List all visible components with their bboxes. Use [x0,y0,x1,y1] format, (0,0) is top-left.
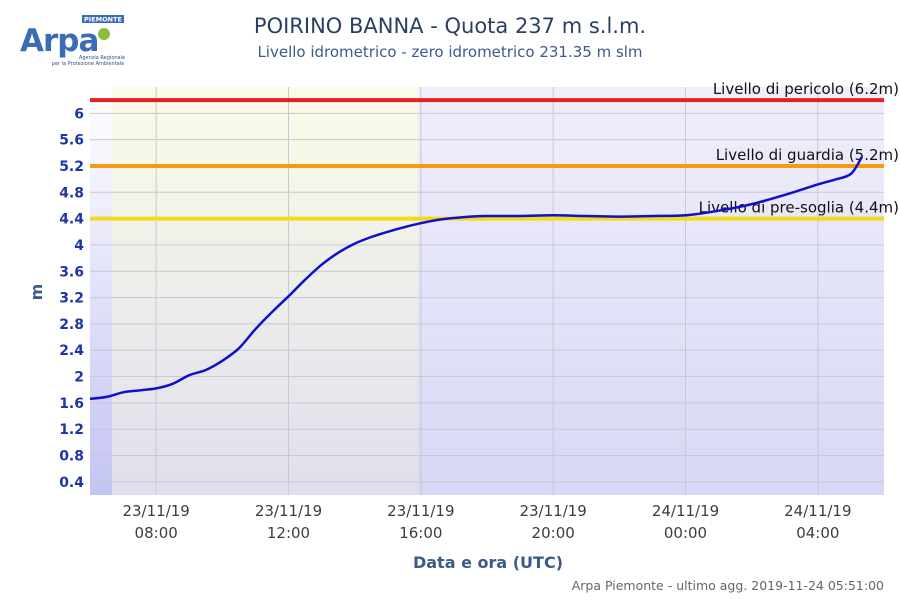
x-tick-date: 24/11/19 [652,502,719,520]
y-tick-label: 2.8 [59,317,84,333]
y-tick-label: 6 [74,106,84,122]
threshold-label: Livello di guardia (5.2m) [716,146,899,164]
logo-region: PIEMONTE [84,16,122,24]
series-line [89,156,863,401]
y-tick-label: 4.8 [59,185,84,201]
x-tick-time: 08:00 [135,524,178,542]
x-axis-ticks: 23/11/19 08:00 23/11/19 12:00 23/11/19 16:00 2… [122,502,851,542]
x-axis-title: Data e ora (UTC) [413,553,563,572]
logo-leaf-icon [98,28,110,40]
x-tick-time: 04:00 [796,524,839,542]
x-tick-date: 23/11/19 [122,502,189,520]
x-tick-date: 23/11/19 [519,502,586,520]
threshold-lines: Livello di pericolo (6.2m) Livello di gua… [90,80,899,221]
threshold-label: Livello di pre-soglia (4.4m) [699,199,899,217]
y-tick-label: 5.2 [59,159,84,175]
footer-update-note: Arpa Piemonte - ultimo agg. 2019-11-24 0… [571,578,884,593]
y-tick-label: 3.2 [59,291,84,307]
y-tick-label: 1.6 [59,396,84,412]
x-tick-date: 23/11/19 [255,502,322,520]
x-tick-time: 20:00 [532,524,575,542]
y-tick-label: 4.4 [59,212,84,228]
arpa-logo: PIEMONTE Arpa Agenzia Regionale per la P… [20,15,125,67]
y-tick-label: 2.4 [59,343,84,359]
series-layer [89,156,863,401]
x-tick-date: 23/11/19 [387,502,454,520]
x-tick-date: 24/11/19 [784,502,851,520]
y-tick-label: 2 [74,370,84,386]
x-tick-time: 16:00 [399,524,442,542]
chart-subtitle: Livello idrometrico - zero idrometrico 2… [257,43,643,61]
gridlines [90,87,884,495]
night-band [418,87,884,495]
y-tick-label: 0.8 [59,449,84,465]
x-tick-time: 12:00 [267,524,310,542]
y-tick-label: 5.6 [59,133,84,149]
highlight-band [112,87,419,495]
y-tick-label: 3.6 [59,264,84,280]
y-axis-ticks: 0.4 0.8 1.2 1.6 2 2.4 2.8 3.2 3.6 4 4.4 4.8 5.2 5.6 6 [59,106,84,491]
chart-title: POIRINO BANNA - Quota 237 m s.l.m. [253,14,647,38]
threshold-label: Livello di pericolo (6.2m) [713,80,899,98]
y-tick-label: 1.2 [59,422,84,438]
y-tick-label: 4 [74,238,84,254]
y-tick-label: 0.4 [59,475,84,491]
logo-tagline-2: per la Protezione Ambientale [52,61,124,67]
logo-tagline-1: Agenzia Regionale [79,55,125,61]
logo-brand: Arpa [20,23,98,59]
x-tick-time: 00:00 [664,524,707,542]
y-axis-title: m [27,284,46,301]
logo-region-badge [82,15,124,23]
